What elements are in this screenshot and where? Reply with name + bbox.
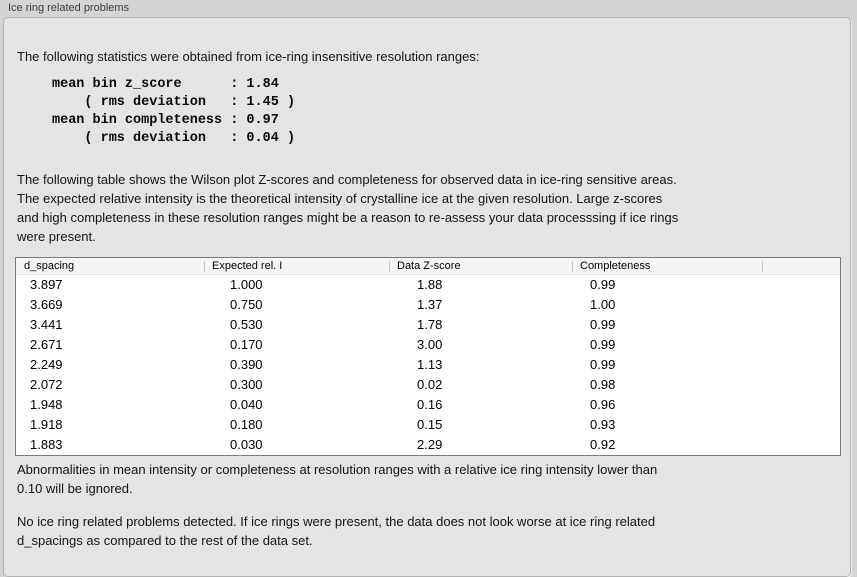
table-row[interactable]: 2.671 0.170 3.00 0.99 [16, 335, 840, 355]
intro-text: The following statistics were obtained f… [17, 49, 480, 64]
cell-data-z-score: 1.78 [417, 317, 443, 332]
cell-expected-rel-i: 0.180 [230, 417, 263, 432]
table-row[interactable]: 1.883 0.030 2.29 0.92 [16, 435, 840, 455]
cell-data-z-score: 0.15 [417, 417, 443, 432]
cell-expected-rel-i: 0.040 [230, 397, 263, 412]
cell-d-spacing: 1.948 [30, 397, 63, 412]
cell-data-z-score: 1.37 [417, 297, 443, 312]
column-header-completeness[interactable]: Completeness [572, 258, 762, 274]
cell-expected-rel-i: 0.300 [230, 377, 263, 392]
cell-expected-rel-i: 0.030 [230, 437, 263, 452]
cell-d-spacing: 2.249 [30, 357, 63, 372]
cell-completeness: 0.99 [590, 277, 616, 292]
cell-d-spacing: 1.918 [30, 417, 63, 432]
ice-ring-panel: { "panel": { "title": "Ice ring related … [3, 2, 851, 577]
table-row[interactable]: 3.897 1.000 1.88 0.99 [16, 275, 840, 295]
ignore-threshold-note: Abnormalities in mean intensity or compl… [17, 462, 658, 496]
stats-summary-block: mean bin z_score : 1.84 ( rms deviation … [52, 77, 296, 146]
cell-d-spacing: 2.671 [30, 337, 63, 352]
table-header-row: d_spacing Expected rel. I Data Z-score C… [16, 258, 840, 275]
cell-completeness: 1.00 [590, 297, 616, 312]
cell-expected-rel-i: 0.390 [230, 357, 263, 372]
cell-expected-rel-i: 0.170 [230, 337, 263, 352]
table-row[interactable]: 1.948 0.040 0.16 0.96 [16, 395, 840, 415]
column-header-expected-rel-i[interactable]: Expected rel. I [204, 258, 389, 274]
column-header-data-z-score[interactable]: Data Z-score [389, 258, 572, 274]
cell-completeness: 0.98 [590, 377, 616, 392]
cell-completeness: 0.93 [590, 417, 616, 432]
cell-completeness: 0.96 [590, 397, 616, 412]
ice-ring-groupbox: The following statistics were obtained f… [3, 17, 851, 577]
cell-d-spacing: 3.897 [30, 277, 63, 292]
cell-data-z-score: 1.13 [417, 357, 443, 372]
column-header-d-spacing[interactable]: d_spacing [24, 260, 75, 272]
cell-d-spacing: 3.669 [30, 297, 63, 312]
cell-data-z-score: 1.88 [417, 277, 443, 292]
cell-d-spacing: 2.072 [30, 377, 63, 392]
cell-expected-rel-i: 0.530 [230, 317, 263, 332]
table-row[interactable]: 2.249 0.390 1.13 0.99 [16, 355, 840, 375]
table-row[interactable]: 3.669 0.750 1.37 1.00 [16, 295, 840, 315]
table-row[interactable]: 1.918 0.180 0.15 0.93 [16, 415, 840, 435]
column-header-empty [762, 258, 840, 274]
cell-data-z-score: 0.16 [417, 397, 443, 412]
conclusion-text: No ice ring related problems detected. I… [17, 514, 656, 548]
table-row[interactable]: 2.072 0.300 0.02 0.98 [16, 375, 840, 395]
cell-completeness: 0.99 [590, 357, 616, 372]
cell-expected-rel-i: 1.000 [230, 277, 263, 292]
cell-d-spacing: 1.883 [30, 437, 63, 452]
cell-completeness: 0.92 [590, 437, 616, 452]
cell-data-z-score: 0.02 [417, 377, 443, 392]
ice-ring-table: d_spacing Expected rel. I Data Z-score C… [15, 257, 841, 456]
table-description-text: The following table shows the Wilson plo… [17, 172, 679, 244]
cell-d-spacing: 3.441 [30, 317, 63, 332]
cell-expected-rel-i: 0.750 [230, 297, 263, 312]
cell-completeness: 0.99 [590, 317, 616, 332]
panel-title: Ice ring related problems [8, 2, 130, 14]
table-row[interactable]: 3.441 0.530 1.78 0.99 [16, 315, 840, 335]
cell-data-z-score: 2.29 [417, 437, 443, 452]
cell-completeness: 0.99 [590, 337, 616, 352]
cell-data-z-score: 3.00 [417, 337, 443, 352]
